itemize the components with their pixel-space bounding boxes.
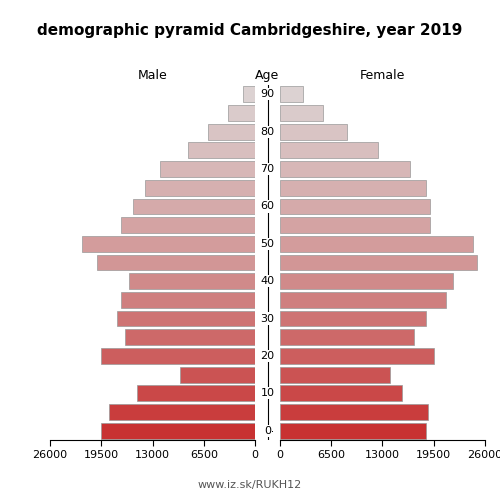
Bar [228,105,255,121]
Bar [280,330,414,345]
Bar [137,386,255,401]
Bar [121,292,255,308]
Text: 20: 20 [260,351,274,361]
Text: 80: 80 [260,126,274,136]
Bar [125,330,255,345]
Bar [280,124,347,140]
Bar [188,142,255,158]
Text: 30: 30 [260,314,274,324]
Bar [280,217,430,233]
Text: www.iz.sk/RUKH12: www.iz.sk/RUKH12 [198,480,302,490]
Bar [280,142,378,158]
Bar [280,105,323,121]
Bar [180,366,255,382]
Text: 50: 50 [260,239,274,249]
Bar [280,254,477,270]
Bar [280,292,446,308]
Bar [160,161,255,177]
Title: Female: Female [360,70,405,82]
Bar [144,180,255,196]
Bar [280,348,434,364]
Bar [208,124,255,140]
Bar [280,161,410,177]
Bar [102,422,255,438]
Bar [129,273,255,289]
Bar [280,198,430,214]
Bar [280,236,473,252]
Bar [109,404,255,420]
Bar [280,404,428,420]
Bar [280,86,303,102]
Bar [82,236,255,252]
Bar [280,422,426,438]
Title: Age: Age [256,70,280,82]
Title: Male: Male [138,70,168,82]
Bar [280,273,454,289]
Bar [280,386,402,401]
Bar [280,310,426,326]
Text: 40: 40 [260,276,274,286]
Text: 60: 60 [260,202,274,211]
Bar [280,366,390,382]
Bar [121,217,255,233]
Text: demographic pyramid Cambridgeshire, year 2019: demographic pyramid Cambridgeshire, year… [38,22,463,38]
Text: 70: 70 [260,164,274,174]
Text: 10: 10 [260,388,274,398]
Text: 0: 0 [264,426,271,436]
Bar [102,348,255,364]
Bar [244,86,255,102]
Bar [98,254,255,270]
Bar [280,180,426,196]
Bar [117,310,255,326]
Text: 90: 90 [260,90,274,100]
Bar [133,198,255,214]
